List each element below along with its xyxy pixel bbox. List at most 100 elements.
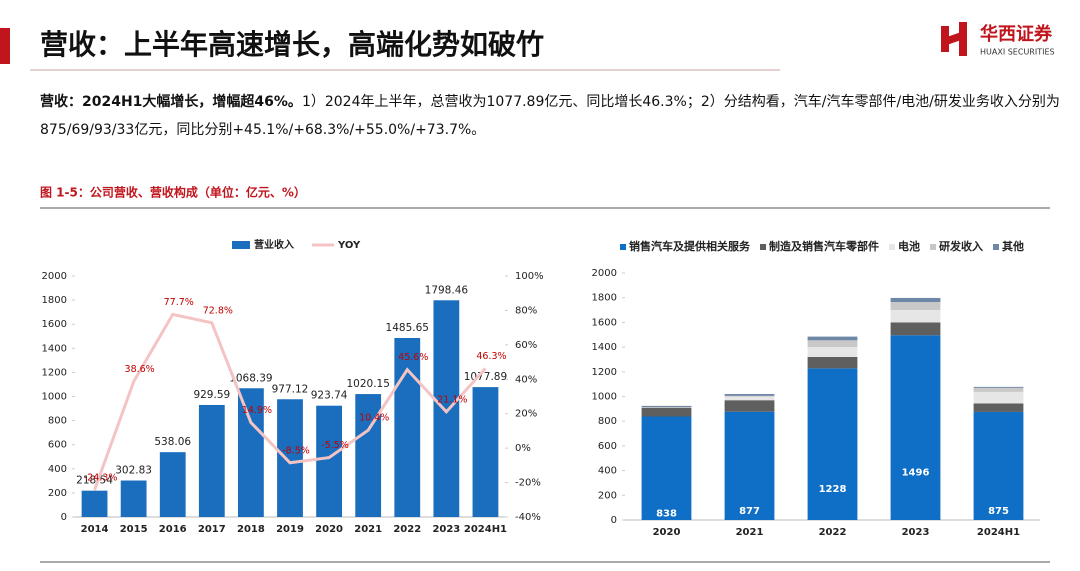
bar — [472, 387, 499, 517]
x-tick-label: 2015 — [120, 524, 148, 535]
header-accent — [0, 28, 10, 64]
bar-value-label: 538.06 — [154, 436, 191, 448]
x-tick-label: 2019 — [276, 524, 304, 535]
bar-value-label: 929.59 — [193, 389, 230, 401]
bar-segment — [973, 391, 1024, 404]
y-tick-label: 0 — [61, 512, 67, 523]
x-tick-label: 2024H1 — [977, 527, 1020, 538]
logo-icon — [941, 22, 967, 56]
yoy-label: 21.1% — [437, 394, 467, 405]
bar — [433, 300, 460, 517]
x-tick-label: 2024H1 — [464, 524, 507, 535]
bar-value-label: 1798.46 — [425, 284, 469, 296]
bar-value-label: 1020.15 — [346, 378, 389, 390]
bar-value-label: 218.54 — [76, 475, 113, 487]
yoy-label: 38.6% — [125, 364, 155, 375]
legend-swatch — [930, 244, 936, 250]
bar-segment — [890, 310, 941, 323]
legend-swatch — [760, 244, 766, 250]
bar-segment — [807, 340, 858, 348]
slide-title: 营收：上半年高速增长，高端化势如破竹 — [40, 28, 544, 61]
yoy-line — [93, 312, 487, 491]
y-tick-label: 1200 — [42, 367, 67, 378]
paragraph-lead: 营收：2024H1大幅增长，增幅超46%。 — [40, 94, 302, 110]
y-tick-label: 800 — [598, 416, 617, 427]
x-tick-label: 2021 — [736, 527, 764, 538]
y-tick-label: 1600 — [592, 317, 617, 328]
x-tick-label: 2020 — [315, 524, 343, 535]
legend-label: 研发收入 — [939, 239, 983, 253]
x-tick-label: 2021 — [354, 524, 382, 535]
figure-caption: 图 1-5：公司营收、营收构成（单位：亿元、%） — [40, 185, 306, 200]
paragraph-body: 1）2024年上半年，总营收为1077.89亿元、同比增长46.3%；2）分结构… — [40, 94, 1060, 138]
x-tick-label: 2017 — [198, 524, 226, 535]
bar-segment — [807, 368, 858, 520]
paragraph: 营收：2024H1大幅增长，增幅超46%。1）2024年上半年，总营收为1077… — [40, 88, 1060, 144]
bar-value-label: 1068.39 — [229, 372, 272, 384]
y-tick-label: 2000 — [42, 271, 67, 282]
bar-segment — [890, 322, 941, 336]
bar-segment — [973, 403, 1024, 412]
yoy-label: 45.6% — [398, 352, 428, 363]
y-tick-label: 200 — [48, 488, 67, 499]
y2-tick-label: -40% — [515, 512, 541, 523]
y-tick-label: 600 — [598, 441, 617, 452]
logo-name: 华西证券 — [980, 23, 1053, 45]
x-tick-label: 2023 — [902, 527, 930, 538]
y-tick-label: 1000 — [42, 392, 67, 403]
legend-swatch — [620, 244, 626, 250]
y-tick-label: 1000 — [592, 392, 617, 403]
y-tick-label: 1800 — [42, 295, 67, 306]
y-tick-label: 1400 — [592, 342, 617, 353]
y-tick-label: 400 — [48, 464, 67, 475]
yoy-label: -5.5% — [321, 440, 349, 451]
bar — [394, 337, 421, 517]
y-tick-label: 1200 — [592, 367, 617, 378]
segment-label: 875 — [988, 506, 1009, 517]
legend-label: 营业收入 — [254, 238, 294, 251]
bar — [238, 388, 264, 517]
bar-segment — [973, 387, 1024, 392]
y-tick-label: 800 — [48, 416, 67, 427]
legend-label: 制造及销售汽车零部件 — [769, 239, 879, 253]
legend-label: 电池 — [898, 239, 920, 253]
bar-value-label: 1485.65 — [386, 322, 429, 334]
bar — [316, 405, 342, 517]
bar — [120, 480, 147, 517]
bar-value-label: 977.12 — [272, 383, 309, 395]
legend-swatch — [232, 241, 250, 249]
yoy-label: -24.3% — [84, 472, 118, 483]
logo-subtitle: HUAXI SECURITIES — [980, 48, 1055, 57]
x-tick-label: 2018 — [237, 524, 265, 535]
y-tick-label: 1400 — [42, 343, 67, 354]
y2-tick-label: -20% — [515, 478, 541, 489]
yoy-label: 46.3% — [476, 351, 506, 362]
bar-segment — [973, 386, 1024, 388]
bar-segment — [724, 396, 775, 401]
legend-label: 销售汽车及提供相关服务 — [629, 239, 751, 253]
yoy-label: 72.8% — [203, 305, 233, 316]
bar-segment — [641, 416, 692, 520]
segment-label: 877 — [739, 506, 760, 517]
segment-label: 1228 — [819, 484, 847, 495]
x-tick-label: 2020 — [653, 527, 681, 538]
y2-tick-label: 0% — [515, 443, 531, 454]
bar-segment — [641, 406, 692, 408]
bar-segment — [807, 336, 858, 341]
bar-segment — [724, 411, 775, 520]
yoy-label: 10.4% — [359, 413, 389, 424]
bar-value-label: 1077.89 — [464, 371, 507, 383]
y-tick-label: 200 — [598, 490, 617, 501]
bar-segment — [807, 347, 858, 357]
y-tick-label: 400 — [598, 466, 617, 477]
y2-tick-label: 20% — [515, 409, 537, 420]
yoy-label: -8.5% — [282, 445, 310, 456]
bar — [159, 452, 186, 517]
bar-value-label: 302.83 — [115, 465, 152, 477]
bar-segment — [641, 405, 692, 407]
bar-segment — [890, 302, 941, 311]
y2-tick-label: 80% — [515, 305, 537, 316]
y-tick-label: 1600 — [42, 319, 67, 330]
segment-label: 838 — [656, 508, 677, 519]
